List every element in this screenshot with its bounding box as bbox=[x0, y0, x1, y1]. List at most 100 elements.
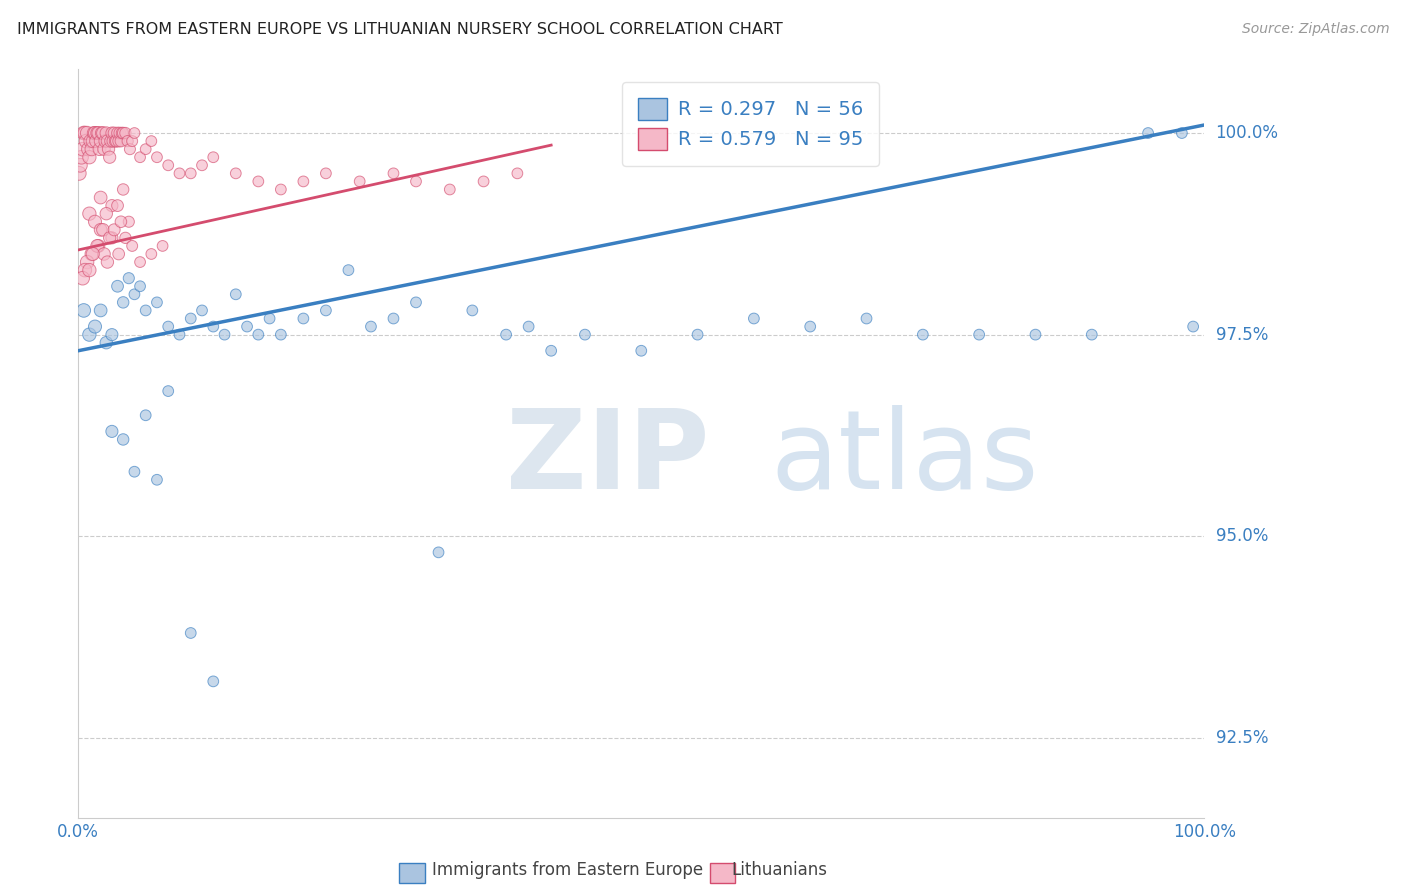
Point bbox=[141, 247, 163, 261]
Point bbox=[114, 126, 136, 140]
Point bbox=[630, 343, 652, 358]
Point bbox=[202, 674, 225, 689]
Point bbox=[103, 223, 125, 237]
Point bbox=[101, 231, 124, 245]
Point bbox=[93, 142, 115, 156]
Point bbox=[911, 327, 934, 342]
Text: Source: ZipAtlas.com: Source: ZipAtlas.com bbox=[1241, 22, 1389, 37]
Text: 97.5%: 97.5% bbox=[1216, 326, 1268, 343]
Point bbox=[191, 303, 214, 318]
Point bbox=[180, 626, 202, 640]
Point bbox=[686, 327, 709, 342]
Point bbox=[86, 126, 108, 140]
Point bbox=[799, 319, 821, 334]
Point bbox=[94, 134, 117, 148]
Point bbox=[967, 327, 990, 342]
Point bbox=[129, 150, 152, 164]
Point bbox=[121, 239, 143, 253]
Point bbox=[439, 182, 461, 196]
Point bbox=[87, 126, 110, 140]
Text: 92.5%: 92.5% bbox=[1216, 729, 1268, 747]
Point bbox=[1171, 126, 1194, 140]
Text: IMMIGRANTS FROM EASTERN EUROPE VS LITHUANIAN NURSERY SCHOOL CORRELATION CHART: IMMIGRANTS FROM EASTERN EUROPE VS LITHUA… bbox=[17, 22, 783, 37]
Point bbox=[214, 327, 236, 342]
Point bbox=[101, 425, 124, 439]
Point bbox=[180, 311, 202, 326]
Point bbox=[104, 134, 127, 148]
FancyBboxPatch shape bbox=[399, 863, 425, 883]
Point bbox=[114, 231, 136, 245]
Legend: R = 0.297   N = 56, R = 0.579   N = 95: R = 0.297 N = 56, R = 0.579 N = 95 bbox=[621, 82, 879, 166]
Point bbox=[111, 126, 134, 140]
Point bbox=[90, 190, 112, 204]
Point bbox=[157, 319, 180, 334]
Point bbox=[79, 134, 101, 148]
Point bbox=[236, 319, 259, 334]
Point bbox=[121, 134, 143, 148]
Point bbox=[83, 126, 105, 140]
Point bbox=[100, 134, 122, 148]
Point bbox=[405, 174, 427, 188]
Point bbox=[540, 343, 562, 358]
Point bbox=[517, 319, 540, 334]
Point bbox=[135, 409, 157, 423]
Point bbox=[574, 327, 596, 342]
Point bbox=[1081, 327, 1104, 342]
Point bbox=[67, 166, 90, 180]
Point bbox=[79, 327, 101, 342]
Point bbox=[73, 263, 96, 277]
Point bbox=[129, 255, 152, 269]
Point bbox=[73, 126, 96, 140]
Point bbox=[112, 126, 135, 140]
Point bbox=[72, 142, 94, 156]
Point bbox=[146, 295, 169, 310]
Point bbox=[80, 142, 103, 156]
Point bbox=[382, 166, 405, 180]
Point bbox=[118, 142, 141, 156]
Point bbox=[107, 134, 129, 148]
Point bbox=[124, 287, 146, 301]
Point bbox=[112, 433, 135, 447]
Point bbox=[101, 126, 124, 140]
FancyBboxPatch shape bbox=[710, 863, 735, 883]
Point bbox=[315, 166, 337, 180]
Point bbox=[135, 303, 157, 318]
Point bbox=[118, 271, 141, 285]
Point bbox=[259, 311, 281, 326]
Text: Lithuanians: Lithuanians bbox=[731, 861, 827, 879]
Point bbox=[382, 311, 405, 326]
Point bbox=[101, 134, 124, 148]
Point bbox=[292, 174, 315, 188]
Point bbox=[91, 126, 114, 140]
Point bbox=[247, 174, 270, 188]
Point bbox=[117, 134, 139, 148]
Point bbox=[112, 295, 135, 310]
Point bbox=[225, 166, 247, 180]
Point bbox=[107, 126, 129, 140]
Point bbox=[84, 134, 107, 148]
Point bbox=[96, 126, 118, 140]
Point bbox=[118, 215, 141, 229]
Point bbox=[79, 263, 101, 277]
Text: 95.0%: 95.0% bbox=[1216, 527, 1268, 545]
Point bbox=[107, 198, 129, 212]
Point bbox=[84, 319, 107, 334]
Point bbox=[108, 126, 131, 140]
Text: Immigrants from Eastern Europe: Immigrants from Eastern Europe bbox=[432, 861, 703, 879]
Point bbox=[82, 134, 104, 148]
Point bbox=[80, 247, 103, 261]
Point bbox=[169, 327, 191, 342]
Point bbox=[191, 158, 214, 172]
Point bbox=[90, 126, 112, 140]
Point bbox=[72, 271, 94, 285]
Point bbox=[90, 134, 112, 148]
Point bbox=[855, 311, 877, 326]
Point bbox=[75, 134, 97, 148]
Point bbox=[141, 134, 163, 148]
Point bbox=[1182, 319, 1205, 334]
Point bbox=[96, 134, 118, 148]
Point bbox=[180, 166, 202, 180]
Point bbox=[472, 174, 495, 188]
Point bbox=[105, 134, 128, 148]
Point bbox=[427, 545, 450, 559]
